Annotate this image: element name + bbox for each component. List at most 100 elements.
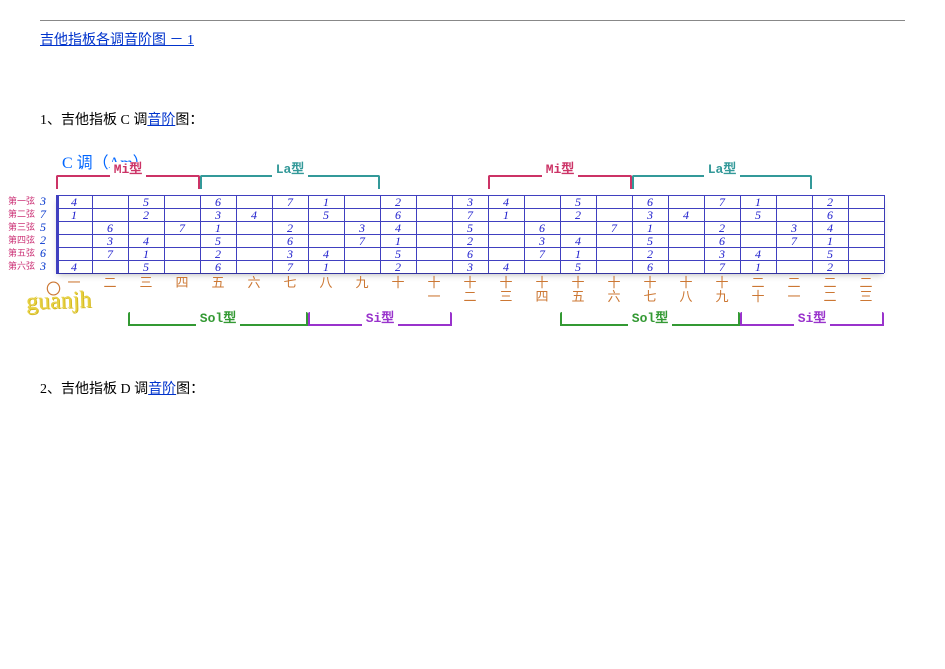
open-notes-column: 375263	[40, 195, 50, 273]
fret-line	[452, 195, 453, 273]
string-label: 第四弦	[8, 234, 35, 247]
scale-note: 1	[755, 261, 761, 273]
pattern-bracket: La型	[200, 175, 380, 189]
scale-note: 4	[575, 235, 581, 247]
fret-line	[740, 195, 741, 273]
fret-number: 十 二	[463, 276, 476, 304]
fret-line	[200, 195, 201, 273]
scale-note: 3	[539, 235, 545, 247]
fret-line	[848, 195, 849, 273]
fret-area: 第一弦第二弦第三弦第四弦第五弦第六弦 375263 45671234567121…	[40, 195, 910, 274]
pattern-bracket: Sol型	[560, 312, 740, 326]
fret-line	[236, 195, 237, 273]
scale-note: 6	[647, 261, 653, 273]
scale-note: 3	[215, 209, 221, 221]
scale-note: 3	[467, 261, 473, 273]
string-label: 第二弦	[8, 208, 35, 221]
fret-number: 七	[283, 276, 296, 290]
scale-note: 2	[395, 261, 401, 273]
fret-number: 四	[175, 276, 188, 290]
scale-note: 7	[719, 261, 725, 273]
fret-number: 二	[103, 276, 116, 290]
scale-note: 4	[683, 209, 689, 221]
scale-note: 7	[179, 222, 185, 234]
scale-note: 1	[395, 235, 401, 247]
scale-note: 4	[395, 222, 401, 234]
scale-note: 3	[791, 222, 797, 234]
section2-scale-link[interactable]: 音阶	[148, 382, 176, 397]
scale-note: 6	[215, 261, 221, 273]
fret-line	[164, 195, 165, 273]
scale-note: 5	[215, 235, 221, 247]
scale-note: 6	[287, 235, 293, 247]
fret-line	[668, 195, 669, 273]
fret-line	[776, 195, 777, 273]
scale-note: 5	[647, 235, 653, 247]
scale-note: 4	[251, 209, 257, 221]
scale-note: 6	[395, 209, 401, 221]
scale-note: 2	[827, 261, 833, 273]
fret-number: 五	[211, 276, 224, 290]
section2-heading: 2、吉他指板 D 调音阶图：	[40, 378, 905, 398]
pattern-bracket: Sol型	[128, 312, 308, 326]
fret-line	[272, 195, 273, 273]
fretboard-diagram: Mi型La型Mi型La型 第一弦第二弦第三弦第四弦第五弦第六弦 375263 4…	[40, 175, 910, 328]
scale-note: 3	[719, 248, 725, 260]
scale-note: 6	[719, 235, 725, 247]
scale-note: 6	[107, 222, 113, 234]
scale-note: 1	[827, 235, 833, 247]
section2-pre: 2、吉他指板 D 调	[40, 382, 148, 397]
fret-numbers-row: 〇 guanjh 一二三四五六七八九十十 一十 二十 三十 四十 五十 六十 七…	[56, 274, 884, 308]
pattern-bracket: Mi型	[488, 175, 632, 189]
fret-number: 十 七	[643, 276, 656, 304]
scale-note: 6	[215, 196, 221, 208]
scale-note: 7	[287, 196, 293, 208]
fret-line	[56, 195, 59, 273]
scale-note: 1	[503, 209, 509, 221]
fretboard-grid: 4567123456712123456712345667123456712343…	[56, 195, 884, 274]
scale-note: 2	[215, 248, 221, 260]
string-label: 第五弦	[8, 247, 35, 260]
scale-note: 6	[467, 248, 473, 260]
fret-line	[560, 195, 561, 273]
fret-line	[884, 195, 885, 273]
fret-line	[704, 195, 705, 273]
scale-note: 5	[395, 248, 401, 260]
scale-note: 1	[215, 222, 221, 234]
scale-note: 1	[71, 209, 77, 221]
fret-line	[524, 195, 525, 273]
scale-note: 4	[503, 261, 509, 273]
fret-number: 二 三	[859, 276, 872, 304]
scale-note: 3	[287, 248, 293, 260]
scale-note: 1	[143, 248, 149, 260]
scale-note: 1	[323, 261, 329, 273]
scale-note: 6	[647, 196, 653, 208]
scale-note: 3	[647, 209, 653, 221]
scale-note: 5	[323, 209, 329, 221]
pattern-bracket: Mi型	[56, 175, 200, 189]
fret-line	[92, 195, 93, 273]
scale-note: 2	[647, 248, 653, 260]
scale-note: 1	[323, 196, 329, 208]
string-label: 第三弦	[8, 221, 35, 234]
scale-note: 7	[719, 196, 725, 208]
string-label: 第六弦	[8, 260, 35, 273]
fret-number: 十 八	[679, 276, 692, 304]
scale-note: 7	[287, 261, 293, 273]
fret-number: 二 一	[787, 276, 800, 304]
fret-number: 六	[247, 276, 260, 290]
scale-note: 7	[791, 235, 797, 247]
scale-note: 1	[575, 248, 581, 260]
fret-number: 十 九	[715, 276, 728, 304]
scale-note: 4	[71, 196, 77, 208]
scale-note: 7	[539, 248, 545, 260]
fret-number: 二 十	[751, 276, 764, 304]
string-labels: 第一弦第二弦第三弦第四弦第五弦第六弦	[8, 195, 35, 273]
open-note: 3	[40, 260, 50, 273]
page-title-link[interactable]: 吉他指板各调音阶图 － 1	[40, 29, 194, 49]
scale-note: 5	[827, 248, 833, 260]
fret-line	[344, 195, 345, 273]
section1-scale-link[interactable]: 音阶	[147, 113, 175, 128]
scale-note: 3	[467, 196, 473, 208]
fret-line	[416, 195, 417, 273]
